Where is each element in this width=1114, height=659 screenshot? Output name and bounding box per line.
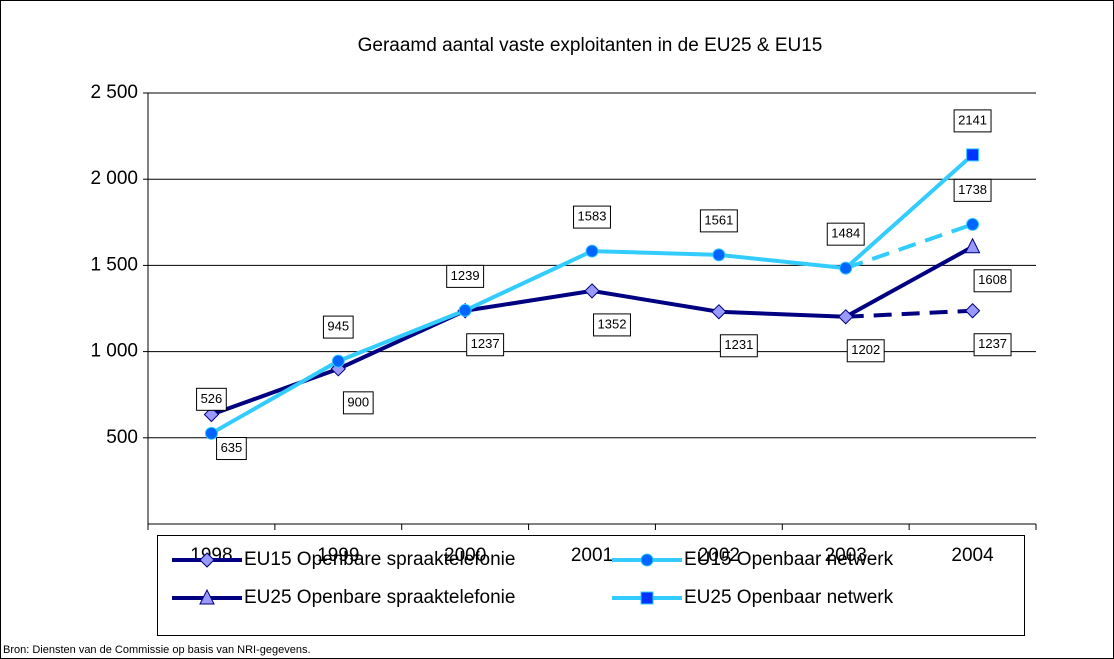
data-point	[838, 309, 854, 325]
data-point	[204, 426, 218, 440]
data-label-box	[973, 333, 1012, 357]
data-label: 1608	[978, 272, 1007, 287]
data-label-box	[953, 178, 992, 202]
data-label: 526	[201, 391, 223, 406]
data-label: 2141	[958, 112, 987, 127]
data-label-box	[573, 205, 611, 229]
legend-label: EU15 Openbare spraaktelefonie	[244, 549, 515, 570]
data-point	[964, 237, 981, 254]
data-label: 1239	[451, 268, 480, 283]
series-line	[844, 245, 974, 319]
legend-label: EU15 Openbaar netwerk	[684, 549, 894, 570]
data-point	[966, 217, 980, 231]
data-label: 1352	[598, 316, 627, 331]
data-label-box	[973, 269, 1012, 293]
data-point	[964, 303, 981, 319]
y-tick-label: 1 500	[90, 254, 138, 275]
data-point	[711, 304, 727, 320]
series-line	[210, 249, 846, 436]
data-point	[458, 303, 472, 317]
data-label-box	[826, 222, 865, 246]
data-label: 1237	[471, 336, 500, 351]
data-point	[331, 354, 345, 368]
data-label-box	[699, 209, 738, 233]
data-label: 1738	[958, 182, 987, 197]
data-label-box	[342, 391, 374, 415]
legend-label: EU25 Openbaar netwerk	[684, 587, 894, 608]
x-tick-label: 2001	[571, 545, 613, 566]
data-point	[584, 283, 600, 299]
series-line	[845, 308, 973, 319]
data-label: 900	[347, 394, 369, 409]
data-label-box	[216, 437, 247, 461]
data-label: 1561	[704, 212, 733, 227]
chart-title: Geraamd aantal vaste exploitanten in de …	[358, 35, 823, 56]
x-tick-label: 2000	[444, 545, 486, 566]
x-tick-label: 2003	[825, 545, 867, 566]
data-label-box	[593, 313, 631, 337]
data-label-box	[466, 333, 505, 357]
data-label-box	[196, 387, 227, 411]
legend-marker	[640, 591, 654, 605]
x-tick-label: 1999	[317, 545, 359, 566]
series-line	[844, 153, 974, 270]
data-label: 635	[221, 440, 243, 455]
data-label-box	[446, 264, 485, 288]
y-tick-label: 500	[106, 427, 138, 448]
data-label: 1202	[851, 342, 880, 357]
x-tick-label: 2004	[951, 545, 994, 566]
data-point	[712, 248, 726, 262]
y-tick-label: 1 000	[90, 341, 138, 362]
source-note: Bron: Diensten van de Commissie op basis…	[3, 644, 311, 656]
legend-marker	[199, 588, 215, 605]
data-point	[966, 148, 980, 162]
data-label: 1484	[831, 226, 860, 241]
data-label: 945	[327, 319, 349, 334]
data-point	[585, 244, 599, 258]
data-point	[839, 261, 853, 275]
data-label-box	[719, 334, 758, 358]
legend-box	[157, 535, 1025, 636]
data-point	[203, 406, 220, 423]
data-label: 1231	[724, 337, 753, 352]
legend-marker	[199, 552, 215, 568]
y-tick-label: 2 000	[90, 168, 138, 189]
series-line	[845, 222, 974, 271]
series-line	[210, 288, 846, 417]
data-label-box	[953, 109, 992, 133]
data-label: 1583	[578, 209, 607, 224]
y-tick-label: 2 500	[90, 82, 138, 103]
data-label: 1237	[978, 336, 1007, 351]
legend-marker	[640, 553, 654, 567]
legend-label: EU25 Openbare spraaktelefonie	[244, 587, 515, 608]
data-label-box	[846, 339, 885, 363]
x-tick-label: 2002	[698, 545, 740, 566]
data-label-box	[322, 315, 354, 339]
